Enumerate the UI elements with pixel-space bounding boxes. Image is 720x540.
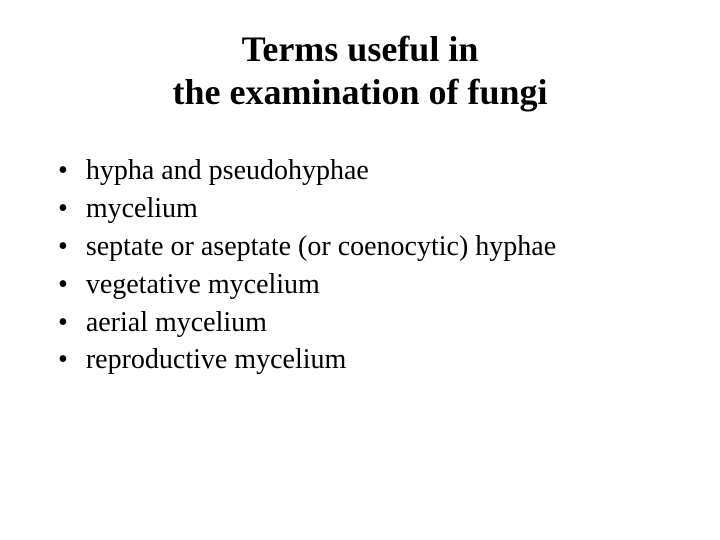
bullet-text: hypha and pseudohyphae bbox=[86, 152, 680, 190]
list-item: • aerial mycelium bbox=[58, 304, 680, 342]
slide-title: Terms useful in the examination of fungi bbox=[40, 28, 680, 114]
list-item: • vegetative mycelium bbox=[58, 266, 680, 304]
bullet-text: vegetative mycelium bbox=[86, 266, 680, 304]
list-item: • septate or aseptate (or coenocytic) hy… bbox=[58, 228, 680, 266]
bullet-list: • hypha and pseudohyphae • mycelium • se… bbox=[40, 152, 680, 379]
list-item: • mycelium bbox=[58, 190, 680, 228]
bullet-icon: • bbox=[58, 152, 68, 190]
bullet-icon: • bbox=[58, 190, 68, 228]
title-line-2: the examination of fungi bbox=[172, 72, 547, 112]
list-item: • hypha and pseudohyphae bbox=[58, 152, 680, 190]
bullet-text: aerial mycelium bbox=[86, 304, 680, 342]
title-line-1: Terms useful in bbox=[242, 29, 479, 69]
bullet-text: reproductive mycelium bbox=[86, 341, 680, 379]
bullet-icon: • bbox=[58, 228, 68, 266]
list-item: • reproductive mycelium bbox=[58, 341, 680, 379]
bullet-icon: • bbox=[58, 266, 68, 304]
slide-container: Terms useful in the examination of fungi… bbox=[0, 0, 720, 540]
bullet-icon: • bbox=[58, 341, 68, 379]
bullet-text: mycelium bbox=[86, 190, 680, 228]
bullet-icon: • bbox=[58, 304, 68, 342]
bullet-text: septate or aseptate (or coenocytic) hyph… bbox=[86, 228, 680, 266]
